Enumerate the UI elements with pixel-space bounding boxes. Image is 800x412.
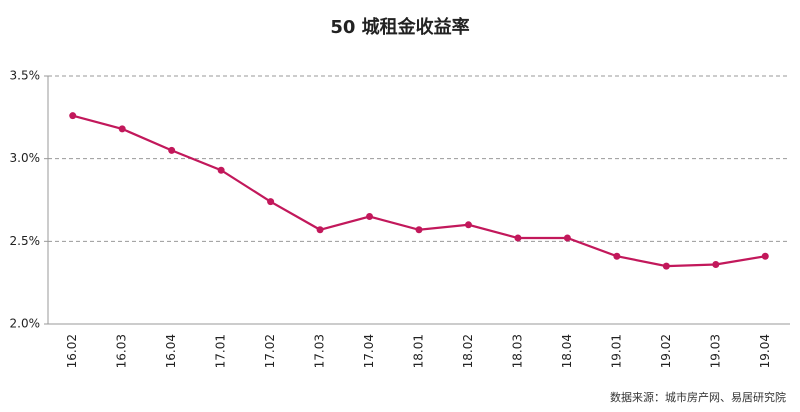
point — [267, 198, 275, 206]
chart-title: 50 城租金收益率 — [330, 16, 469, 38]
line — [72, 114, 766, 268]
x-tick-label: 19.03 — [708, 334, 722, 368]
point — [761, 252, 769, 260]
x-tick-label: 16.04 — [164, 334, 178, 368]
point — [168, 146, 176, 154]
point — [514, 234, 522, 242]
point — [464, 221, 472, 229]
y-tick-label: 2.5% — [10, 234, 41, 248]
y-tick-label: 2.0% — [10, 317, 41, 331]
point — [613, 252, 621, 260]
x-tick-label: 18.01 — [412, 334, 426, 368]
point — [563, 234, 571, 242]
source-note: 数据来源：城市房产网、易居研究院 — [610, 390, 786, 404]
x-tick-label: 16.02 — [65, 334, 79, 368]
x-tick-label: 17.04 — [362, 334, 376, 368]
y-tick-label: 3.0% — [10, 151, 41, 165]
x-tick-label: 17.03 — [313, 334, 327, 368]
x-tick-label: 18.04 — [560, 334, 574, 368]
x-tick-label: 18.03 — [510, 334, 524, 368]
x-tick-label: 19.04 — [758, 334, 772, 368]
point — [69, 112, 77, 120]
x-tick-label: 17.02 — [263, 334, 277, 368]
point — [366, 213, 374, 221]
x-tick-label: 16.03 — [115, 334, 129, 368]
point — [415, 226, 423, 234]
point — [712, 260, 720, 268]
point — [217, 166, 225, 174]
x-tick-label: 19.01 — [609, 334, 623, 368]
point — [662, 262, 670, 270]
point — [118, 125, 126, 133]
x-tick-label: 19.02 — [659, 334, 673, 368]
x-tick-label: 17.01 — [214, 334, 228, 368]
y-tick-label: 3.5% — [10, 69, 41, 83]
point — [316, 226, 324, 234]
x-tick-label: 18.02 — [461, 334, 475, 368]
